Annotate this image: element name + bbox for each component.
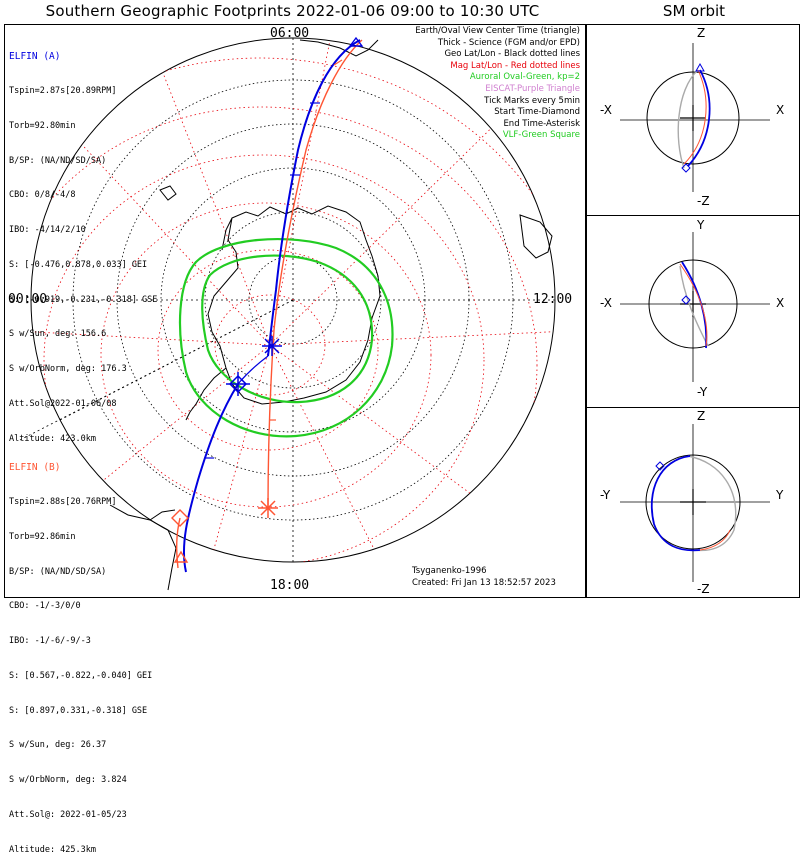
- elfin-b-header: ELFIN (B): [9, 462, 61, 474]
- island-coast-2: [159, 185, 177, 201]
- elfin-b-line: Altitude: 425.3km: [9, 844, 96, 855]
- sm2-left-label: -X: [600, 296, 612, 310]
- oceania-coast: [299, 39, 379, 57]
- south-america-coast: [109, 504, 177, 591]
- antarctica-coastline: [207, 205, 381, 405]
- auroral-oval: [178, 237, 394, 438]
- sm1-right-label: X: [776, 103, 785, 117]
- elfin-b-line: B/SP: (NA/ND/SD/SA): [9, 566, 107, 577]
- elfin-a-line: S: [-0.476,0.878,0.033] GEI: [9, 259, 148, 270]
- sm2-right-label: X: [776, 296, 785, 310]
- elfin-b-end-asterisk: [258, 498, 278, 518]
- sm3-left-label: -Y: [600, 488, 611, 502]
- elfin-b-line: Torb=92.86min: [9, 531, 76, 542]
- sm-panel-yz: [620, 424, 770, 582]
- antarctic-peninsula: [185, 367, 227, 421]
- elfin-b-line: Att.Sol@: 2022-01-05/23: [9, 810, 127, 820]
- elfin-a-line: Altitude: 423.0km: [9, 433, 96, 444]
- sm-panel-xz: [620, 43, 770, 192]
- elfin-a-footprint-track: [267, 39, 361, 357]
- geo-meridians: [19, 38, 555, 562]
- sm-orbit-title: SM orbit: [662, 2, 726, 20]
- elfin-b-line: IBO: -1/-6/-9/-3: [9, 636, 91, 647]
- elfin-b-line: Tspin=2.88s[20.76RPM]: [9, 496, 117, 507]
- sm3-bottom-label: -Z: [697, 582, 710, 596]
- sm2-top-label: Y: [697, 218, 705, 232]
- sm1-bottom-label: -Z: [697, 194, 710, 208]
- sm-panel-xy: [620, 232, 770, 382]
- elfin-b-line: S: [0.567,-0.822,-0.040] GEI: [9, 670, 153, 681]
- elfin-a-connector: [237, 355, 269, 385]
- elfin-a-line: B/SP: (NA/ND/SD/SA): [9, 155, 107, 166]
- elfin-b-tick-marks: [270, 59, 343, 421]
- clock-label-bottom: 18:00: [270, 578, 310, 593]
- legend-entry: Auroral Oval-Green, kp=2: [469, 72, 580, 83]
- sm3-right-label: Y: [776, 488, 784, 502]
- elfin-b-lower-track: [175, 517, 181, 569]
- legend-entry: EISCAT-Purple Triangle: [485, 83, 580, 94]
- elfin-a-line: Att.Sol@2022-01-06/08: [9, 399, 117, 409]
- clock-label-left: 00:00: [8, 292, 48, 307]
- map-legend: Earth/Oval View Center Time (triangle) T…: [415, 26, 580, 142]
- legend-entry: Thick - Science (FGM and/or EPD): [437, 37, 580, 48]
- legend-entry: Geo Lat/Lon - Black dotted lines: [444, 49, 580, 60]
- elfin-a-track-lower: [182, 383, 239, 573]
- clock-label-top: 06:00: [270, 26, 310, 41]
- sm1-top-label: Z: [697, 26, 706, 40]
- elfin-b-line: S w/Sun, deg: 26.37: [9, 740, 107, 751]
- model-label: Tsyganenko-1996: [412, 566, 487, 576]
- elfin-a-line: Torb=92.80min: [9, 120, 76, 131]
- elfin-a-tick-marks: [204, 102, 320, 459]
- elfin-b-footprint-track: [267, 39, 363, 509]
- elfin-a-start-diamond: [226, 372, 250, 396]
- footprint-map: [19, 36, 770, 591]
- legend-entry: Tick Marks every 5min: [484, 95, 580, 106]
- sm2-bottom-label: -Y: [697, 385, 708, 399]
- elfin-a-end-asterisk: [262, 336, 282, 356]
- elfin-a-line: IBO: -4/14/2/10: [9, 225, 86, 236]
- elfin-a-line: CBO: 0/8/-4/8: [9, 190, 76, 201]
- legend-entry: Start Time-Diamond: [494, 107, 580, 118]
- elfin-a-line: S w/OrbNorm, deg: 176.3: [9, 364, 127, 375]
- elfin-b-start-diamond: [171, 509, 189, 527]
- elfin-a-view-triangle: [348, 36, 364, 47]
- elfin-a-header: ELFIN (A): [9, 51, 61, 63]
- elfin-a-line: S: [-0.919,-0.231,-0.318] GSE: [9, 294, 158, 305]
- elfin-b-line: S w/OrbNorm, deg: 3.824: [9, 775, 127, 786]
- elfin-b-line: CBO: -1/-3/0/0: [9, 601, 81, 612]
- elfin-a-info: ELFIN (A) Tspin=2.87s[20.89RPM] Torb=92.…: [9, 28, 157, 457]
- island-coast-1: [519, 214, 553, 259]
- legend-entry: End Time-Asterisk: [503, 118, 580, 129]
- sm3-top-label: Z: [697, 409, 706, 423]
- footprint-map-frame: [4, 24, 586, 598]
- legend-entry: VLF-Green Square: [502, 130, 580, 141]
- elfin-b-line: S: [0.897,0.331,-0.318] GSE: [9, 705, 148, 716]
- legend-entry: Mag Lat/Lon - Red dotted lines: [450, 60, 580, 71]
- elfin-a-line: S w/Sun, deg: 156.6: [9, 329, 107, 340]
- created-label: Created: Fri Jan 13 18:52:57 2023: [412, 578, 556, 588]
- elfin-b-info: ELFIN (B) Tspin=2.88s[20.76RPM] Torb=92.…: [9, 439, 152, 868]
- plot-title: Southern Geographic Footprints 2022-01-0…: [45, 2, 540, 20]
- legend-entry: Earth/Oval View Center Time (triangle): [415, 26, 580, 36]
- elfin-b-view-triangle: [173, 550, 189, 563]
- elfin-a-line: Tspin=2.87s[20.89RPM]: [9, 85, 117, 96]
- clock-label-right: 12:00: [533, 292, 573, 307]
- sm1-left-label: -X: [600, 103, 612, 117]
